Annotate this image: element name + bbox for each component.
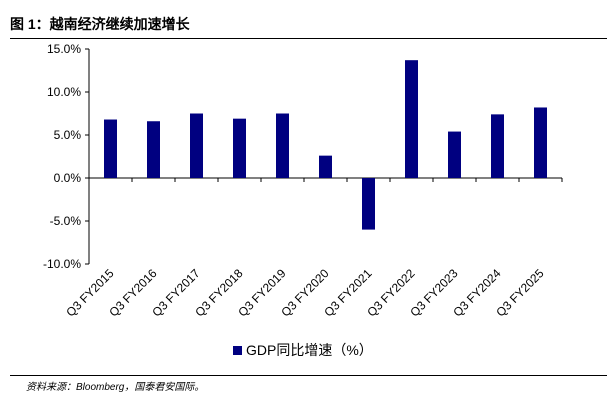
y-tick-label: -5.0% — [50, 214, 82, 228]
y-axis-ticks: 15.0% 10.0% 5.0% 0.0% -5.0% -10.0% — [43, 42, 89, 271]
bar — [319, 155, 332, 178]
bar — [448, 131, 461, 178]
y-tick-label: 5.0% — [54, 128, 82, 142]
figure-title: 图 1：越南经济继续加速增长 — [10, 16, 190, 32]
chart-bars — [104, 60, 547, 230]
bar — [190, 113, 203, 178]
figure-header: 图 1：越南经济继续加速增长 — [10, 14, 605, 36]
bar — [147, 121, 160, 178]
y-tick-label: 0.0% — [54, 171, 82, 185]
source-divider — [10, 375, 607, 376]
bar — [362, 178, 375, 230]
bar — [491, 114, 504, 178]
legend-swatch — [233, 346, 242, 355]
bar — [233, 118, 246, 178]
y-tick-label: 15.0% — [47, 42, 81, 56]
bar — [405, 60, 418, 178]
y-tick-label: 10.0% — [47, 85, 81, 99]
bar — [104, 119, 117, 178]
chart-legend: GDP同比增速（%） — [233, 342, 373, 358]
gdp-growth-bar-chart: 15.0% 10.0% 5.0% 0.0% -5.0% -10.0% Q3 FY2015Q… — [43, 42, 563, 358]
bar — [276, 113, 289, 178]
bar — [534, 107, 547, 178]
source-note: 资料来源：Bloomberg，国泰君安国际。 — [26, 382, 205, 393]
y-tick-label: -10.0% — [43, 257, 81, 271]
title-divider — [10, 38, 607, 39]
legend-label: GDP同比增速（%） — [246, 342, 373, 358]
